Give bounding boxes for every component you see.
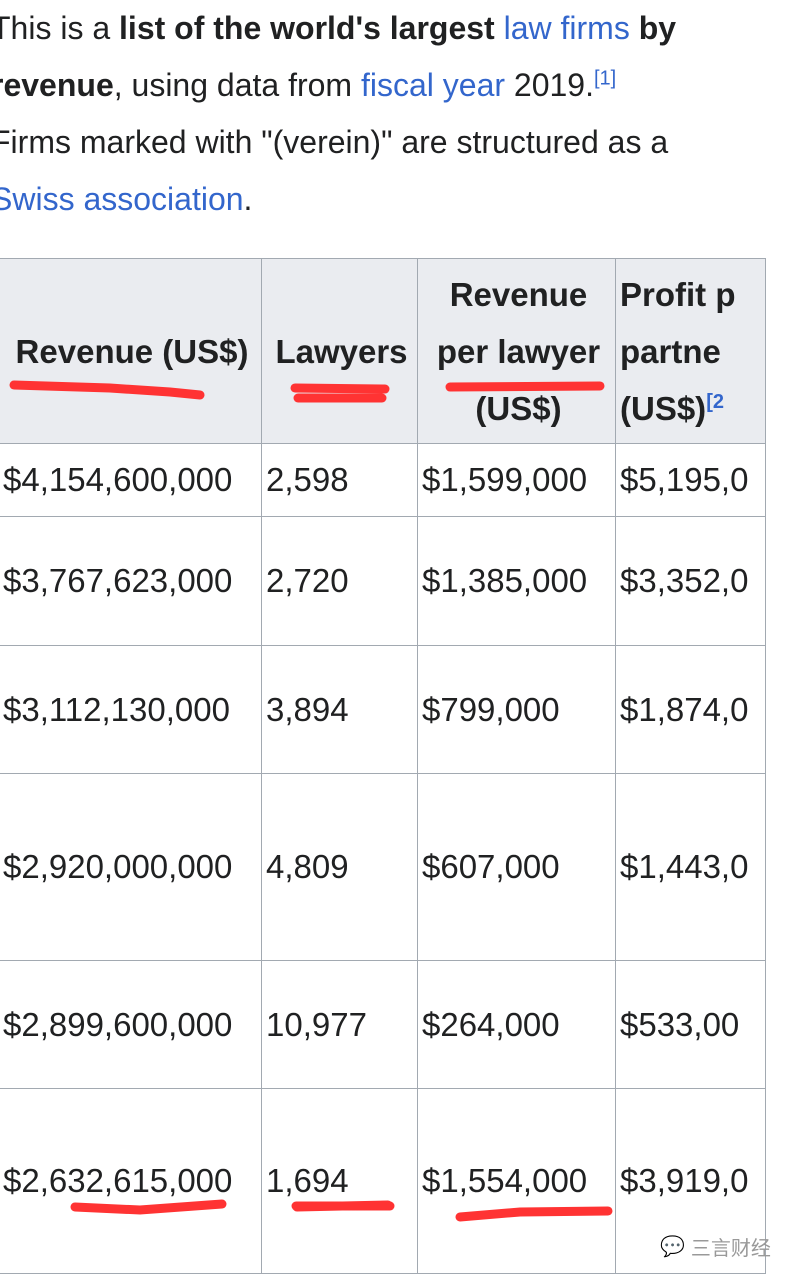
table-cell: $3,352,0: [615, 516, 766, 646]
table-row: $4,154,600,000 2,598 $1,599,000 $5,195,0: [0, 443, 766, 517]
table-cell: $1,554,000: [417, 1088, 616, 1274]
header-text: Lawyers: [275, 332, 408, 370]
table-cell: $2,899,600,000: [0, 960, 262, 1089]
text: .: [243, 181, 253, 217]
intro-paragraph-1: This is a list of the world's largest la…: [0, 0, 800, 114]
header-text: Revenue (US$): [15, 332, 249, 370]
table-row: $2,899,600,000 10,977 $264,000 $533,00: [0, 960, 766, 1089]
intro-paragraph-2: Firms marked with "(verein)" are structu…: [0, 114, 800, 228]
table-cell: 1,694: [261, 1088, 418, 1274]
table-cell: 10,977: [261, 960, 418, 1089]
table-cell: $4,154,600,000: [0, 443, 262, 517]
table-cell: $1,443,0: [615, 773, 766, 961]
wechat-icon: 💬: [660, 1236, 685, 1258]
column-header[interactable]: Lawyers: [261, 258, 418, 444]
fiscal-year-link[interactable]: fiscal year: [360, 67, 506, 103]
table-cell: $1,874,0: [615, 645, 766, 774]
column-header[interactable]: Revenue (US$): [0, 258, 262, 444]
header-text: (US$): [475, 389, 562, 427]
column-header[interactable]: Profit p partne (US$)[2: [615, 258, 766, 444]
table-cell: $264,000: [417, 960, 616, 1089]
column-header[interactable]: Revenue per lawyer (US$): [417, 258, 616, 444]
table-cell: 3,894: [261, 645, 418, 774]
table-cell: $3,112,130,000: [0, 645, 262, 774]
bold-text: revenue: [0, 67, 114, 103]
bold-text: by: [629, 10, 677, 46]
table-cell: $1,599,000: [417, 443, 616, 517]
table-cell: 2,598: [261, 443, 418, 517]
table-cell: $5,195,0: [615, 443, 766, 517]
header-text: Revenue: [449, 275, 588, 313]
table-cell: $2,920,000,000: [0, 773, 262, 961]
header-text: partne: [620, 332, 721, 370]
swiss-association-link[interactable]: Swiss association: [0, 181, 244, 217]
reference-link[interactable]: [1]: [593, 67, 617, 90]
watermark: 💬 三言财经: [660, 1232, 771, 1261]
header-text: (US$): [620, 389, 707, 427]
table-cell: $799,000: [417, 645, 616, 774]
header-text: Profit p: [620, 275, 736, 313]
table-row: $2,632,615,000 1,694 $1,554,000 $3,919,0: [0, 1088, 766, 1274]
table-cell: $3,767,623,000: [0, 516, 262, 646]
bold-text: list of the world's largest: [119, 10, 504, 46]
table-cell: $533,00: [615, 960, 766, 1089]
text: 2019.: [505, 67, 594, 103]
header-text: per lawyer: [436, 332, 601, 370]
table-row: $3,112,130,000 3,894 $799,000 $1,874,0: [0, 645, 766, 774]
intro-text: This is a list of the world's largest la…: [0, 0, 800, 228]
table-cell: 2,720: [261, 516, 418, 646]
text: , using data from: [113, 67, 361, 103]
table-cell: $1,385,000: [417, 516, 616, 646]
table-cell: $3,919,0: [615, 1088, 766, 1274]
law-firms-table: Revenue (US$) Lawyers Revenue per lawyer (US…: [0, 258, 766, 1274]
table-cell: $2,632,615,000: [0, 1088, 262, 1274]
table-cell: $607,000: [417, 773, 616, 961]
table-cell: 4,809: [261, 773, 418, 961]
table-row: $3,767,623,000 2,720 $1,385,000 $3,352,0: [0, 516, 766, 646]
text: Firms marked with "(verein)" are structu…: [0, 124, 669, 160]
text: This is a: [0, 10, 120, 46]
reference-link[interactable]: [2: [706, 390, 724, 413]
table-row: $2,920,000,000 4,809 $607,000 $1,443,0: [0, 773, 766, 961]
law-firms-link[interactable]: law firms: [503, 10, 630, 46]
watermark-text: 三言财经: [690, 1238, 771, 1260]
